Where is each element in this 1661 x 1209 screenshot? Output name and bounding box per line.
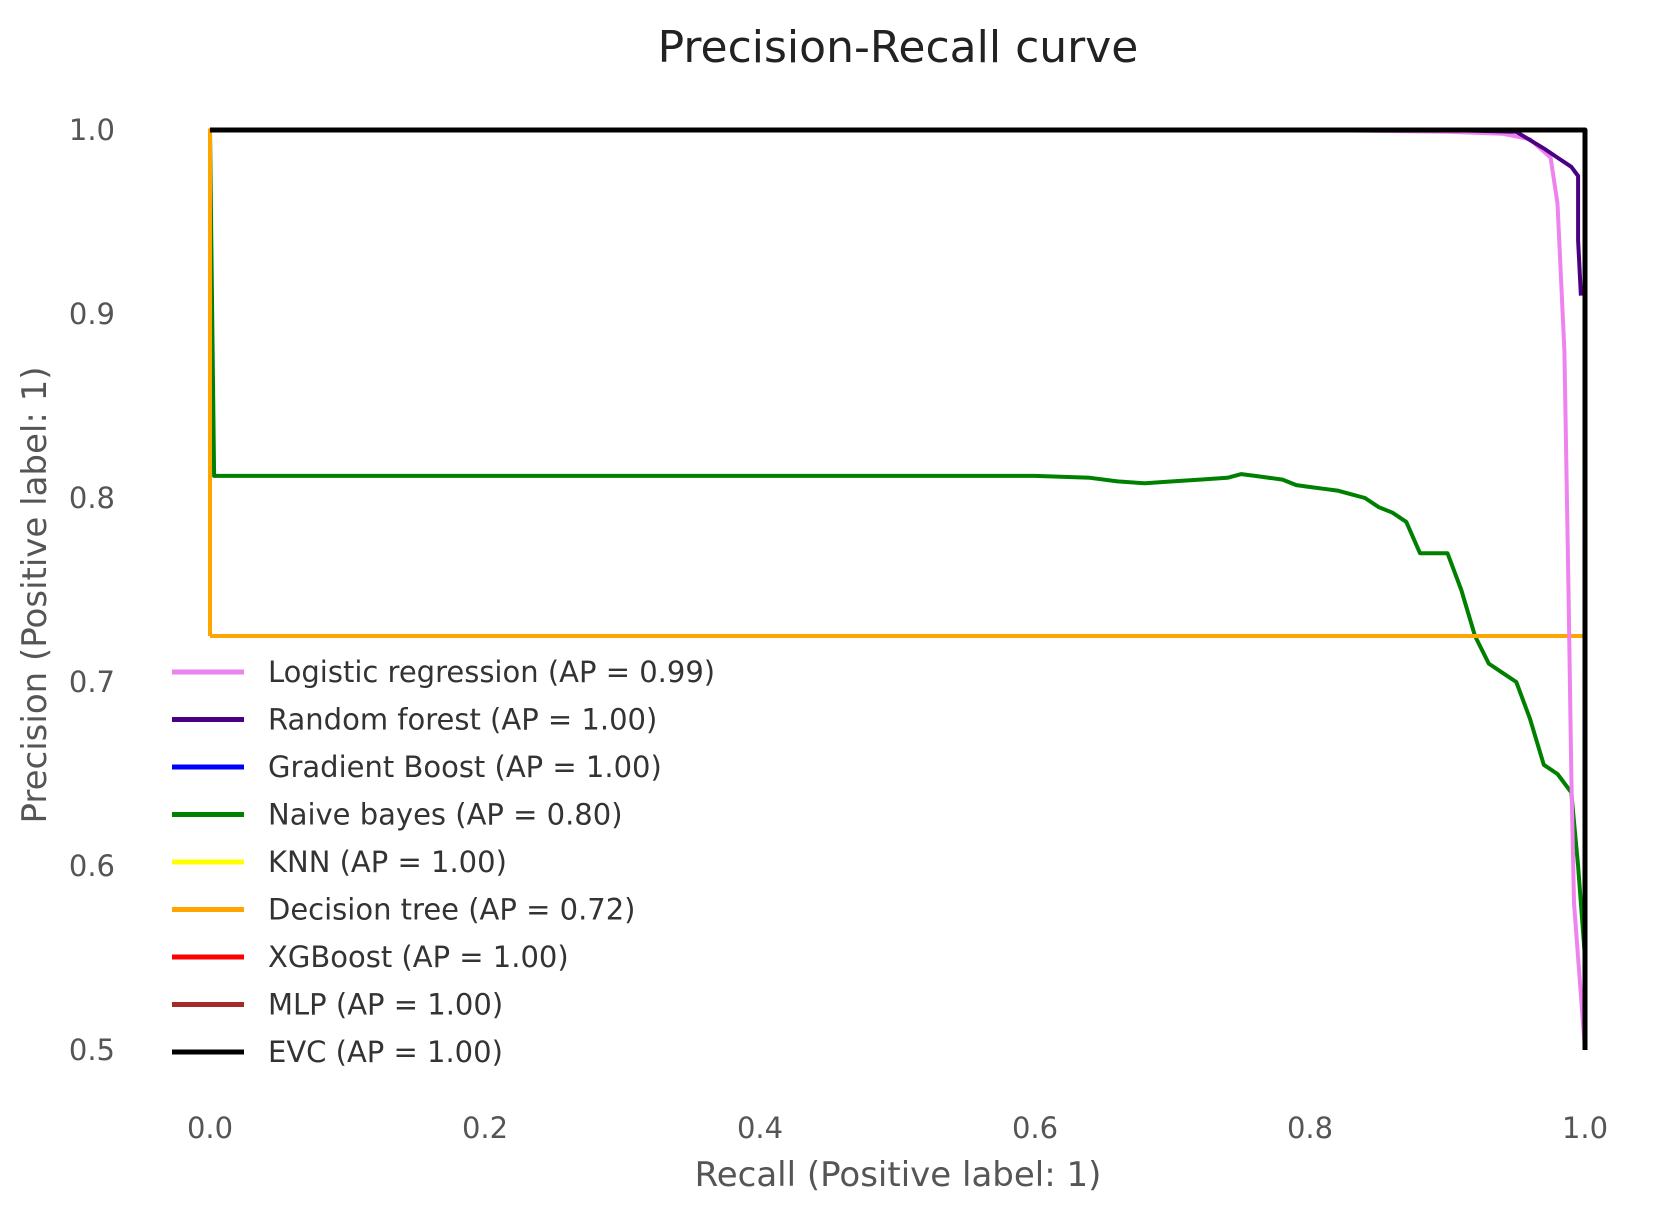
legend-entry: EVC (AP = 1.00): [172, 1035, 503, 1069]
legend-label: Random forest (AP = 1.00): [268, 703, 657, 737]
x-axis-label: Recall (Positive label: 1): [695, 1155, 1102, 1195]
series-line-random-forest: [210, 128, 1583, 296]
y-tick-label: 1.0: [69, 113, 115, 147]
y-tick-label: 0.8: [69, 481, 115, 515]
x-tick-label: 0.6: [1012, 1111, 1058, 1145]
x-tick-label: 1.0: [1562, 1111, 1608, 1145]
legend-label: Gradient Boost (AP = 1.00): [268, 750, 662, 784]
plot-area: [208, 127, 1588, 1051]
legend-entry: MLP (AP = 1.00): [172, 988, 503, 1022]
y-tick-label: 0.7: [69, 665, 115, 699]
series-line-decision-tree: [208, 128, 1587, 638]
legend-label: Logistic regression (AP = 0.99): [268, 655, 715, 689]
x-tick-label: 0.8: [1287, 1111, 1333, 1145]
legend-entry: Logistic regression (AP = 0.99): [172, 655, 715, 689]
y-tick-label: 0.6: [69, 849, 115, 883]
x-tick-label: 0.2: [462, 1111, 508, 1145]
legend-entry: Naive bayes (AP = 0.80): [172, 798, 623, 832]
y-axis-ticks: 0.5 0.6 0.7 0.8 0.9 1.0: [69, 113, 115, 1067]
x-tick-label: 0.4: [737, 1111, 783, 1145]
legend-label: Decision tree (AP = 0.72): [268, 893, 636, 927]
y-tick-label: 0.9: [69, 297, 115, 331]
legend-entry: KNN (AP = 1.00): [172, 845, 507, 879]
legend-entry: Gradient Boost (AP = 1.00): [172, 750, 662, 784]
legend: Logistic regression (AP = 0.99) Random fo…: [172, 655, 715, 1069]
x-axis-ticks: 0.0 0.2 0.4 0.6 0.8 1.0: [187, 1111, 1608, 1145]
legend-label: XGBoost (AP = 1.00): [268, 940, 569, 974]
y-tick-label: 0.5: [69, 1033, 115, 1067]
x-tick-label: 0.0: [187, 1111, 233, 1145]
legend-label: EVC (AP = 1.00): [268, 1035, 503, 1069]
chart-title: Precision-Recall curve: [658, 22, 1139, 73]
legend-entry: Random forest (AP = 1.00): [172, 703, 657, 737]
legend-label: KNN (AP = 1.00): [268, 845, 507, 879]
series-line-evc: [210, 127, 1588, 1050]
legend-entry: XGBoost (AP = 1.00): [172, 940, 569, 974]
y-axis-label: Precision (Positive label: 1): [15, 366, 55, 823]
legend-label: MLP (AP = 1.00): [268, 988, 503, 1022]
legend-label: Naive bayes (AP = 0.80): [268, 798, 623, 832]
series-line-naive-bayes: [208, 129, 1587, 959]
legend-entry: Decision tree (AP = 0.72): [172, 893, 636, 927]
